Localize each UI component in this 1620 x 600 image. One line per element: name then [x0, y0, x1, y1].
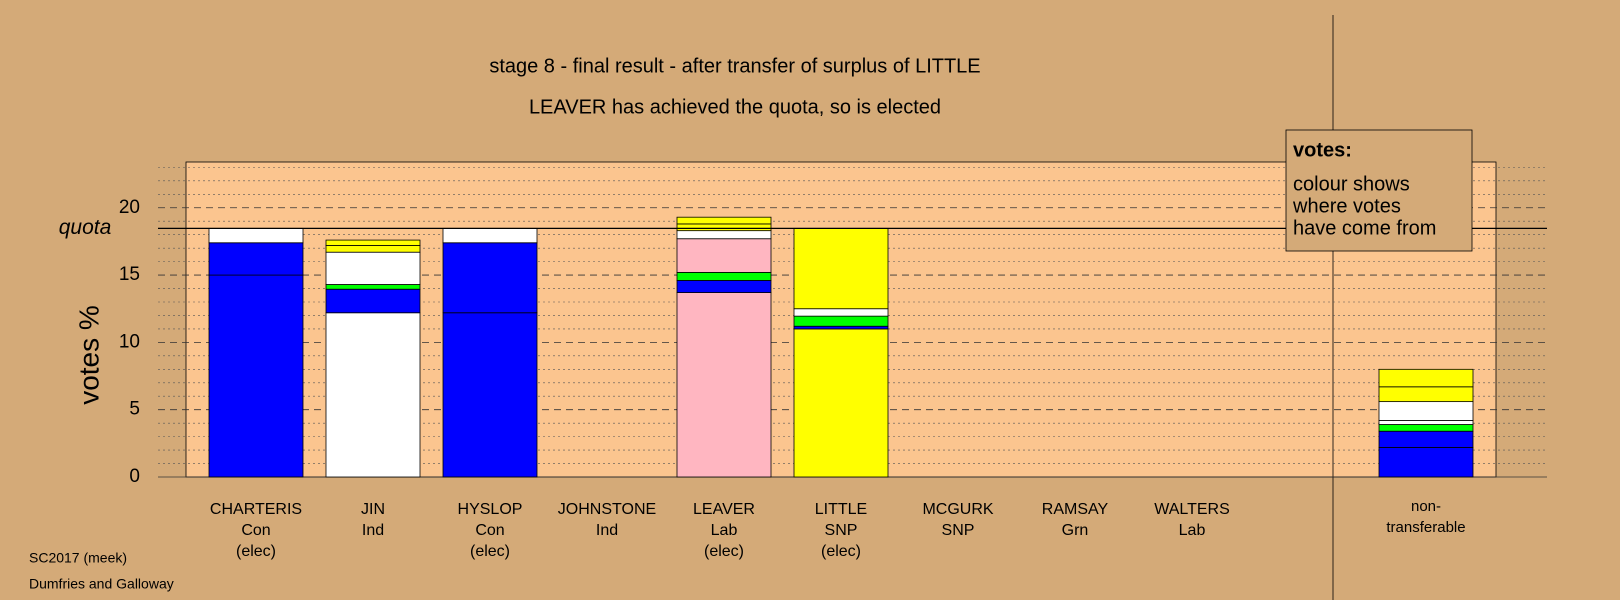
legend: votes: colour shows where votes have com… [1285, 129, 1473, 252]
bar-segment [1378, 368, 1474, 388]
x-tick-label: (elec) [236, 543, 276, 560]
legend-title: votes: [1293, 139, 1352, 161]
chart-title: stage 8 - final result - after transfer … [489, 55, 980, 77]
bar-segment [442, 227, 538, 244]
bar-segment [793, 308, 889, 317]
bar-segment [1378, 420, 1474, 425]
x-tick-label: LEAVER [693, 501, 755, 518]
x-tick-label: Grn [1062, 522, 1089, 539]
bar-segment [208, 242, 304, 276]
x-tick-label: (elec) [821, 543, 861, 560]
x-tick-label: Lab [1179, 522, 1206, 539]
x-tick-label: JOHNSTONE [558, 501, 656, 518]
bar-segment [793, 227, 889, 310]
bar-segment [676, 238, 772, 273]
x-tick-label: (elec) [470, 543, 510, 560]
bar-segment [442, 312, 538, 478]
bar-segment [208, 274, 304, 478]
x-tick-label: transferable [1386, 519, 1465, 536]
x-tick-label: Con [475, 522, 504, 539]
x-tick-label: Ind [596, 522, 618, 539]
bar-segment [793, 328, 889, 478]
legend-text: where votes [1292, 195, 1401, 217]
bar-segment [676, 230, 772, 240]
y-tick-label: 5 [129, 399, 140, 420]
bar-segment [1378, 401, 1474, 421]
bar-segment [793, 325, 889, 330]
footer: Dumfries and Galloway [29, 576, 174, 592]
bar-segment [676, 216, 772, 225]
x-tick-label: WALTERS [1154, 501, 1230, 518]
bar-segment [676, 292, 772, 478]
x-tick-label: SNP [942, 522, 975, 539]
plot: 0 5 10 15 20 CHARTERIS Con (elec) JIN Ind HYSLOP Co… [59, 167, 1547, 560]
x-tick-label: SNP [825, 522, 858, 539]
legend-text: have come from [1293, 217, 1436, 239]
x-tick-label: Lab [711, 522, 738, 539]
bar-segment [676, 271, 772, 281]
x-tick-label: RAMSAY [1042, 501, 1109, 518]
legend-box [1285, 129, 1473, 252]
x-tick-label: LITTLE [815, 501, 867, 518]
bar-segment [325, 288, 421, 314]
bar-segment [1378, 430, 1474, 448]
x-tick-label: CHARTERIS [210, 501, 302, 518]
x-tick-label: HYSLOP [458, 501, 523, 518]
y-tick-label: 10 [119, 331, 140, 352]
footer: SC2017 (meek) [29, 550, 127, 566]
bar-segment [325, 312, 421, 478]
bar-segment [442, 242, 538, 314]
bar-segment [676, 223, 772, 232]
bar-segment [325, 245, 421, 253]
bar-segment [1378, 386, 1474, 403]
bar-segment [793, 315, 889, 327]
y-tick-label: 0 [129, 466, 140, 487]
bar-segment [1378, 446, 1474, 478]
bar-segment [325, 284, 421, 290]
x-tick-label: JIN [361, 501, 385, 518]
bar-segment [208, 227, 304, 244]
y-tick-label: 20 [119, 197, 140, 218]
x-tick-label: Con [241, 522, 270, 539]
x-tick-label: (elec) [704, 543, 744, 560]
x-tick-label: Ind [362, 522, 384, 539]
quota-label: quota [59, 216, 112, 239]
bar-segment [676, 280, 772, 293]
y-tick-label: 15 [119, 264, 140, 285]
legend-text: colour shows [1293, 173, 1410, 195]
chart-subtitle: LEAVER has achieved the quota, so is ele… [529, 96, 941, 118]
x-tick-label: non- [1411, 498, 1441, 515]
bar-segment [1378, 424, 1474, 432]
y-axis-label: votes % [73, 305, 104, 405]
bar-segment [325, 239, 421, 246]
x-tick-label: MCGURK [922, 501, 993, 518]
bar-segment [325, 251, 421, 285]
